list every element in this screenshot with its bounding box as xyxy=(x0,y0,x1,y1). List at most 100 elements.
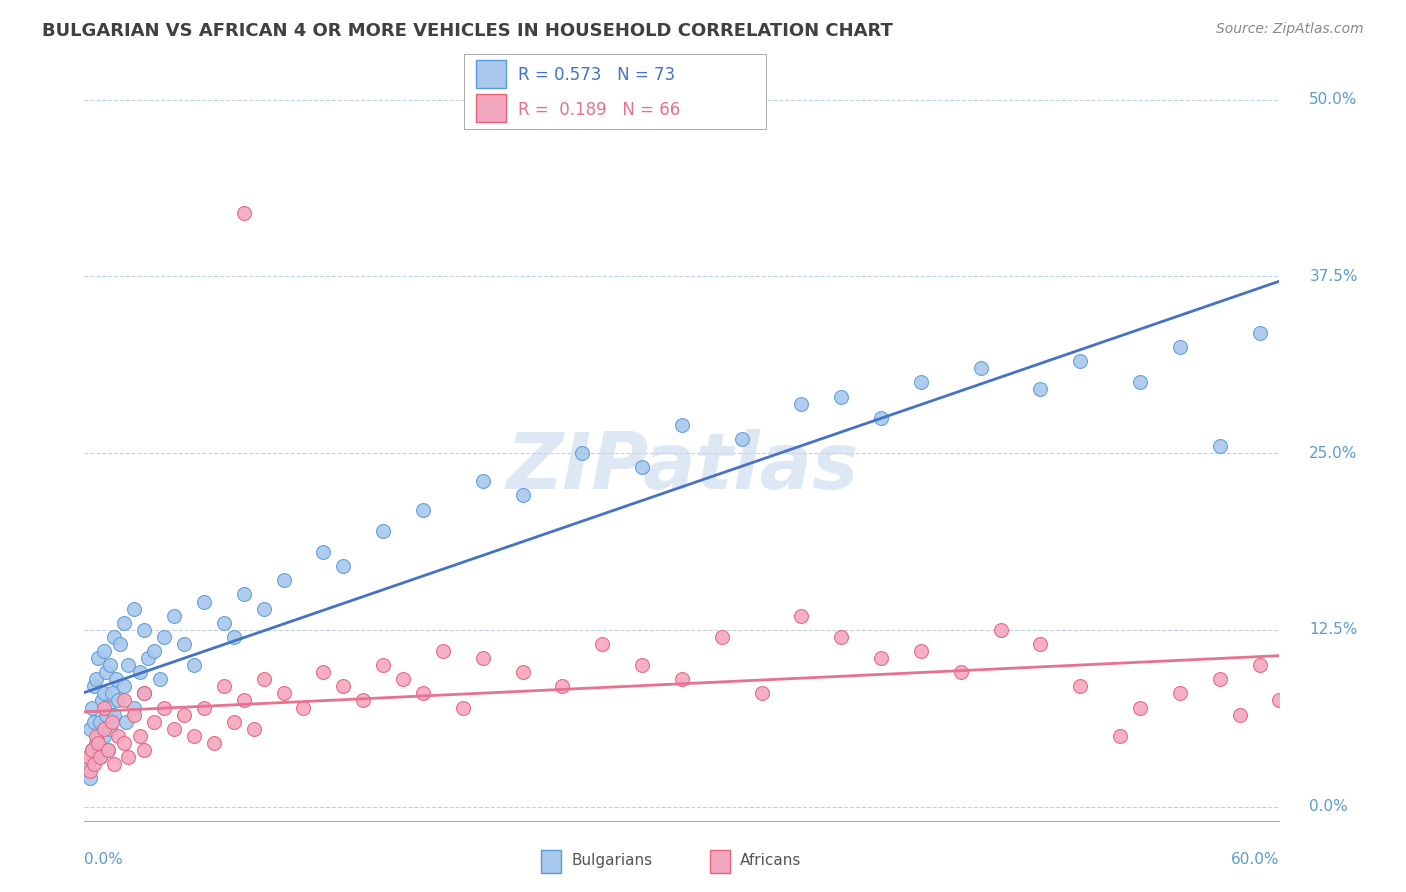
Point xyxy=(790,608,813,623)
Point xyxy=(591,637,613,651)
Text: Source: ZipAtlas.com: Source: ZipAtlas.com xyxy=(1216,22,1364,37)
Point xyxy=(870,651,893,665)
Point xyxy=(830,390,852,404)
Point xyxy=(96,665,118,680)
Point xyxy=(1129,700,1152,714)
Point xyxy=(1168,340,1191,354)
Point xyxy=(551,679,574,693)
Point xyxy=(83,750,105,764)
Point xyxy=(1249,326,1271,340)
Point xyxy=(671,417,693,432)
Point xyxy=(83,757,105,772)
Point xyxy=(253,601,276,615)
Text: 50.0%: 50.0% xyxy=(1309,92,1358,107)
Point xyxy=(112,679,135,693)
Point xyxy=(412,502,434,516)
Point xyxy=(910,644,932,658)
Point xyxy=(77,750,100,764)
Point xyxy=(136,651,159,665)
Point xyxy=(202,736,225,750)
Point xyxy=(910,376,932,390)
Point xyxy=(631,658,654,673)
Point xyxy=(91,693,114,707)
Point xyxy=(132,686,156,700)
Point xyxy=(98,722,121,736)
Point xyxy=(990,623,1012,637)
Point xyxy=(631,460,654,475)
Point xyxy=(232,693,254,707)
Point xyxy=(112,615,135,630)
Point xyxy=(103,630,125,644)
Point xyxy=(112,736,135,750)
Point xyxy=(212,615,235,630)
Point xyxy=(1168,686,1191,700)
Point xyxy=(97,700,120,714)
Point xyxy=(183,658,205,673)
Point xyxy=(373,524,395,538)
Point xyxy=(93,686,115,700)
Point xyxy=(132,743,156,757)
Point xyxy=(1229,707,1251,722)
Point xyxy=(132,623,156,637)
Text: 60.0%: 60.0% xyxy=(1232,852,1279,867)
Point xyxy=(86,729,108,743)
Point xyxy=(671,673,693,687)
Point xyxy=(312,665,335,680)
Point xyxy=(101,686,124,700)
Point xyxy=(82,700,104,714)
Point xyxy=(77,757,100,772)
Point xyxy=(512,488,534,502)
Point xyxy=(93,722,115,736)
Text: 12.5%: 12.5% xyxy=(1309,623,1358,637)
Point xyxy=(143,644,166,658)
Point xyxy=(512,665,534,680)
Point xyxy=(232,205,254,219)
Point xyxy=(373,658,395,673)
Point xyxy=(412,686,434,700)
Point xyxy=(183,729,205,743)
Point xyxy=(571,446,593,460)
Point xyxy=(710,630,733,644)
Point xyxy=(107,693,129,707)
Point xyxy=(232,587,254,601)
Point xyxy=(1069,679,1091,693)
Point xyxy=(97,743,120,757)
Point xyxy=(112,693,135,707)
Point xyxy=(949,665,972,680)
Text: Africans: Africans xyxy=(740,854,801,868)
Bar xyxy=(477,95,506,122)
Text: 37.5%: 37.5% xyxy=(1309,268,1358,284)
Point xyxy=(87,736,110,750)
Point xyxy=(82,743,104,757)
Text: ZIPatlas: ZIPatlas xyxy=(506,429,858,505)
Point xyxy=(451,700,474,714)
Point xyxy=(93,729,115,743)
Point xyxy=(212,679,235,693)
Point xyxy=(83,679,105,693)
Point xyxy=(122,700,145,714)
Point xyxy=(89,750,111,764)
Point xyxy=(173,707,195,722)
Point xyxy=(117,750,139,764)
Point xyxy=(93,644,115,658)
Point xyxy=(129,665,152,680)
Point xyxy=(1209,673,1232,687)
Point xyxy=(122,707,145,722)
Bar xyxy=(710,850,730,873)
Text: BULGARIAN VS AFRICAN 4 OR MORE VEHICLES IN HOUSEHOLD CORRELATION CHART: BULGARIAN VS AFRICAN 4 OR MORE VEHICLES … xyxy=(42,22,893,40)
Point xyxy=(86,736,108,750)
Point xyxy=(87,651,110,665)
Point xyxy=(731,432,754,446)
Bar xyxy=(541,850,561,873)
Point xyxy=(352,693,374,707)
Point xyxy=(392,673,415,687)
Point xyxy=(83,714,105,729)
Point xyxy=(1029,637,1052,651)
Point xyxy=(96,707,118,722)
Point xyxy=(273,686,295,700)
Point xyxy=(82,743,104,757)
Point xyxy=(273,574,295,588)
Point xyxy=(132,686,156,700)
Point xyxy=(97,743,120,757)
Point xyxy=(193,594,215,608)
